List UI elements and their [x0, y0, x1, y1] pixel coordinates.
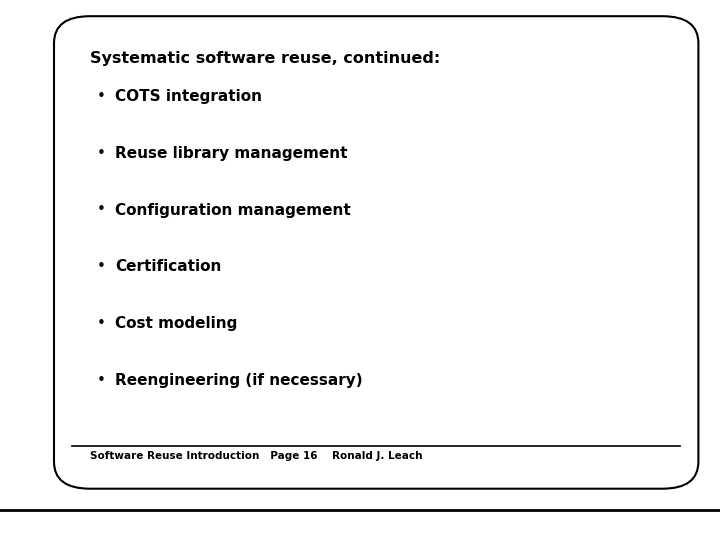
Text: Configuration management: Configuration management [115, 202, 351, 218]
Text: Reuse library management: Reuse library management [115, 146, 348, 161]
Text: COTS integration: COTS integration [115, 89, 262, 104]
FancyBboxPatch shape [54, 16, 698, 489]
Text: Systematic software reuse, continued:: Systematic software reuse, continued: [90, 51, 440, 66]
Text: •: • [97, 202, 106, 218]
Text: Cost modeling: Cost modeling [115, 316, 238, 331]
Text: •: • [97, 373, 106, 388]
Text: •: • [97, 259, 106, 274]
Text: •: • [97, 89, 106, 104]
Text: Reengineering (if necessary): Reengineering (if necessary) [115, 373, 363, 388]
Text: •: • [97, 316, 106, 331]
Text: •: • [97, 146, 106, 161]
Text: Software Reuse Introduction   Page 16    Ronald J. Leach: Software Reuse Introduction Page 16 Rona… [90, 451, 423, 461]
Text: Certification: Certification [115, 259, 222, 274]
